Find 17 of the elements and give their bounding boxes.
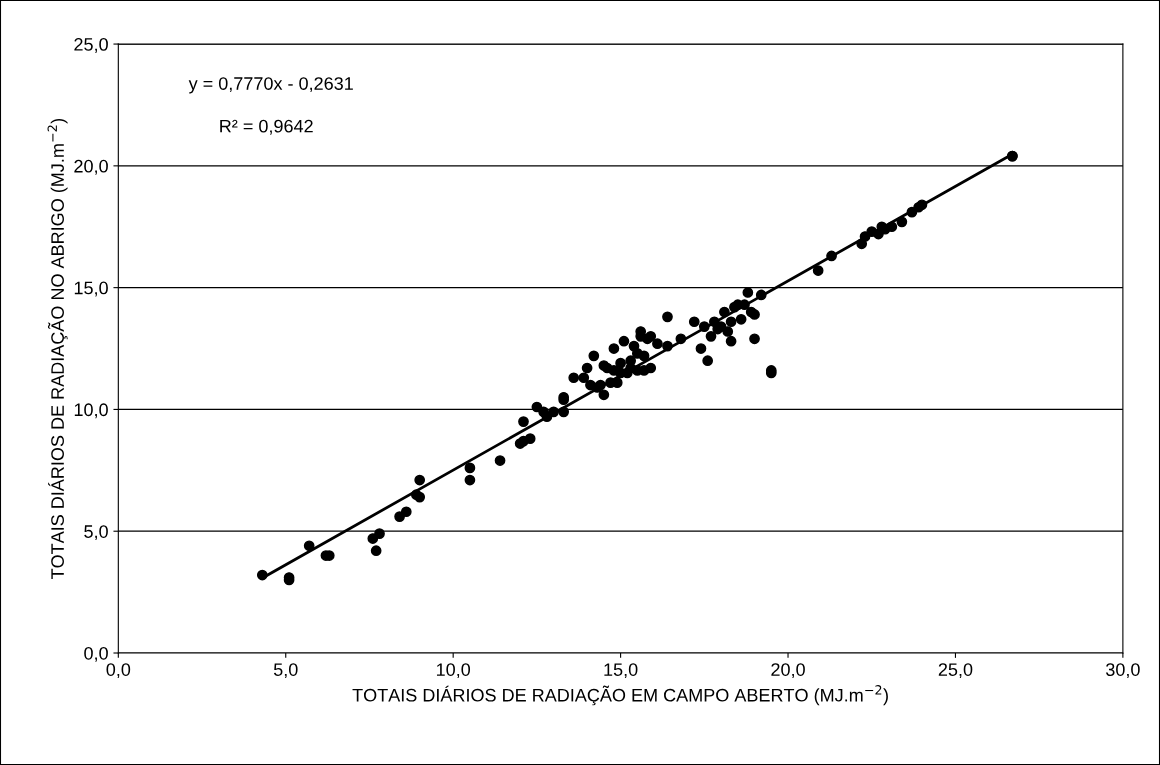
annotation: y = 0,7770x - 0,2631	[188, 77, 353, 94]
y-tick-label: 15,0	[74, 281, 108, 297]
x-tick-label: 30,0	[1106, 663, 1140, 679]
y-tick-label: 10,0	[74, 403, 108, 419]
x-tick-label: 20,0	[771, 663, 805, 679]
y-tick-label: 25,0	[74, 38, 108, 53]
y-tick-label: 0,0	[84, 646, 108, 662]
annotation: R² = 0,9642	[220, 119, 313, 135]
y-axis-title: TOTAIS DIÁRIOS DE RADIAÇÃO NO ABRIGO (MJ.m$^{−2}$)	[47, 118, 68, 580]
x-tick-label: 5,0	[273, 663, 298, 679]
x-tick-label: 10,0	[436, 663, 471, 679]
x-tick-label: 0,0	[106, 663, 131, 679]
x-tick-label: 25,0	[938, 663, 973, 679]
x-tick-label: 15,0	[604, 663, 638, 679]
x-axis-title: TOTAIS DIÁRIOS DE RADIAÇÃO EM CAMPO ABERTO (MJ.m$^{−2}$)	[352, 685, 888, 706]
y-tick-label: 5,0	[84, 525, 108, 541]
y-tick-label: 20,0	[74, 159, 108, 175]
